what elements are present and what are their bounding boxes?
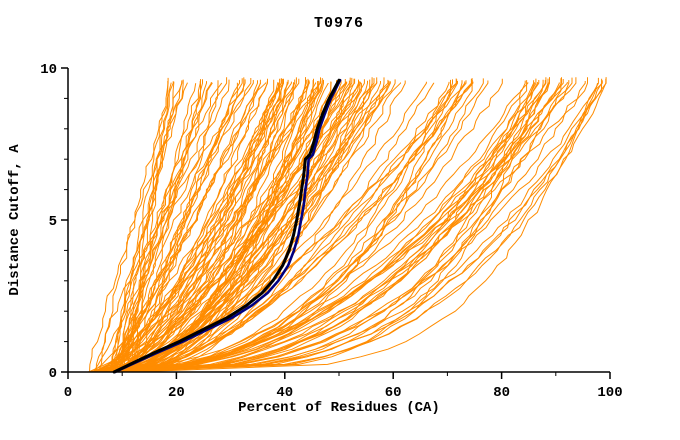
ensemble-model-curve (103, 82, 267, 373)
ensemble-model-curve (132, 81, 347, 373)
ensemble-model-curve (122, 81, 207, 372)
ensemble-model-curve (124, 81, 201, 373)
ensemble-model-curve (119, 77, 588, 373)
y-tick-label: 10 (40, 62, 57, 78)
ensemble-model-curve (108, 80, 406, 373)
ensemble-model-curve (118, 81, 332, 373)
ensemble-model-curve (99, 78, 484, 373)
ensemble-model-curve (123, 81, 458, 373)
ensemble-model-curve (132, 82, 435, 373)
ensemble-model-curve (103, 81, 391, 373)
ensemble-model-curve (138, 80, 603, 373)
ensemble-model-curve (88, 80, 526, 373)
ensemble-model-curve (119, 77, 353, 373)
x-tick-label: 40 (276, 385, 293, 401)
ensemble-model-curve (135, 78, 503, 373)
x-tick-label: 80 (493, 385, 510, 401)
chart-title: T0976 (314, 15, 364, 32)
y-tick-label: 5 (49, 214, 57, 230)
ensemble-model-curve (125, 82, 261, 373)
ensemble-model-curve (89, 82, 550, 373)
curves-layer (87, 77, 607, 374)
ensemble-model-curve (125, 77, 373, 373)
x-tick-label: 100 (597, 385, 622, 401)
ensemble-model-curve (92, 78, 355, 373)
y-axis-label: Distance Cutoff, A (7, 144, 23, 296)
ensemble-model-curve (92, 80, 603, 373)
ensemble-model-curve (94, 78, 549, 373)
ensemble-model-curve (103, 79, 359, 373)
ensemble-model-curve (112, 81, 183, 373)
ensemble-model-curve (91, 80, 528, 373)
axes-layer: 0 20 40 60 80 100 0 5 10 (40, 62, 622, 401)
ensemble-model-curve (94, 82, 535, 373)
ensemble-model-curve (128, 80, 320, 373)
ensemble-model-curve (95, 82, 568, 373)
x-axis-label: Percent of Residues (CA) (238, 400, 440, 416)
ensemble-model-curve (105, 78, 562, 373)
ensemble-model-curve (123, 80, 473, 373)
ensemble-model-curve (112, 81, 169, 373)
ensemble-model-curve (117, 80, 337, 373)
ensemble-model-curve (132, 83, 598, 373)
ensemble-model-curve (110, 79, 184, 373)
ensemble-model-curve (115, 77, 245, 372)
ensemble-model-curve (126, 78, 457, 373)
ensemble-model-curve (107, 80, 240, 373)
ensemble-model-curve (98, 80, 463, 373)
ensemble-model-curve (114, 77, 351, 373)
highlight-curve (112, 78, 341, 374)
ensemble-model-curve (106, 81, 450, 373)
ensemble-model-curve (111, 78, 537, 373)
ensemble-model-curve (90, 78, 323, 373)
reference-curve (113, 78, 342, 374)
ensemble-model-curve (136, 79, 451, 373)
ensemble-model-curve (114, 82, 539, 373)
ensemble-model-curve (128, 77, 562, 373)
ensemble-model-curve (112, 81, 288, 373)
ensemble-model-curve (114, 82, 279, 373)
ensemble-model-curve (98, 81, 174, 373)
ensemble-model-curve (90, 82, 529, 373)
ensemble-model-curve (94, 78, 282, 373)
ensemble-model-curve (120, 81, 586, 373)
y-tick-label: 0 (49, 366, 57, 382)
ensemble-model-curve (119, 78, 252, 373)
ensemble-model-curve (98, 82, 294, 373)
ensemble-model-curve (107, 78, 607, 373)
ensemble-model-curve (127, 78, 281, 373)
ensemble-model-curve (90, 77, 599, 373)
ensemble-model-curve (96, 80, 570, 373)
ensemble-model-curve (103, 81, 292, 373)
ensemble-model-curve (135, 81, 268, 373)
ensemble-model-curve (115, 78, 603, 373)
x-tick-label: 20 (168, 385, 185, 401)
ensemble-model-curve (92, 79, 284, 373)
ensemble-model-curve (130, 80, 219, 373)
ensemble-model-curve (99, 78, 473, 373)
ensemble-model-curve (124, 82, 560, 373)
ensemble-model-curve (118, 80, 368, 373)
x-tick-label: 0 (64, 385, 72, 401)
x-tick-label: 60 (385, 385, 402, 401)
